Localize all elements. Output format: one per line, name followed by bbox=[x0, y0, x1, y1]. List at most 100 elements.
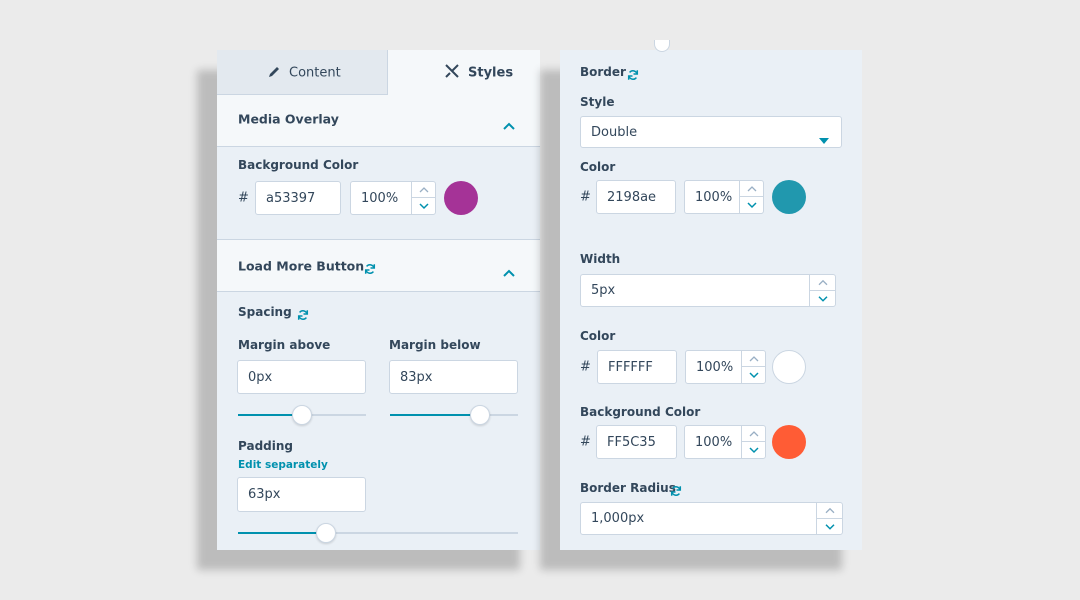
opacity-input[interactable]: 100% bbox=[685, 350, 766, 384]
up-glyph bbox=[747, 186, 757, 192]
down-glyph bbox=[825, 523, 835, 530]
step-up[interactable] bbox=[412, 182, 435, 198]
step-down[interactable] bbox=[817, 519, 842, 535]
color-swatch[interactable] bbox=[772, 350, 806, 384]
opacity-input[interactable]: 100% bbox=[350, 181, 436, 215]
slider-knob[interactable] bbox=[470, 405, 490, 425]
group-title: Spacing bbox=[238, 305, 292, 319]
styles-icon-glyph bbox=[445, 64, 459, 78]
hash-prefix: # bbox=[580, 189, 591, 205]
pencil-icon-glyph bbox=[269, 67, 279, 77]
field-label: Color bbox=[580, 160, 616, 174]
input-value: 0px bbox=[248, 369, 273, 385]
section-header[interactable] bbox=[217, 239, 540, 292]
drag-handle[interactable] bbox=[654, 40, 670, 52]
step-down[interactable] bbox=[740, 197, 763, 213]
refresh-icon-glyph bbox=[627, 70, 639, 80]
hash-prefix: # bbox=[580, 359, 591, 375]
input-value: 100% bbox=[361, 190, 399, 206]
collapse-chevron-glyph bbox=[503, 122, 515, 130]
section-title: Media Overlay bbox=[238, 111, 339, 127]
refresh-icon-glyph bbox=[670, 486, 682, 496]
step-up[interactable] bbox=[742, 351, 765, 367]
hex-input[interactable]: a53397 bbox=[255, 181, 341, 215]
dropdown-caret[interactable] bbox=[819, 129, 829, 144]
down-glyph bbox=[419, 203, 429, 210]
input-value: 83px bbox=[400, 369, 433, 385]
edit-link[interactable]: Edit separately bbox=[238, 459, 328, 471]
down-glyph bbox=[749, 372, 759, 379]
stepper[interactable] bbox=[739, 181, 763, 213]
input-value: 100% bbox=[695, 434, 733, 450]
stepper[interactable] bbox=[809, 275, 835, 306]
field-label: Background Color bbox=[238, 158, 359, 172]
refresh-icon[interactable] bbox=[670, 482, 682, 496]
hash-prefix: # bbox=[580, 434, 591, 450]
slider-track[interactable] bbox=[238, 532, 518, 534]
tab-content[interactable] bbox=[217, 50, 388, 95]
slider-fill bbox=[238, 532, 326, 534]
input-value: 100% bbox=[696, 359, 734, 375]
tab-styles[interactable] bbox=[388, 50, 540, 95]
stepper[interactable] bbox=[741, 426, 765, 458]
step-down[interactable] bbox=[810, 291, 835, 307]
input-value: 63px bbox=[248, 487, 281, 502]
hex-input[interactable]: FF5C35 bbox=[596, 425, 677, 459]
color-swatch[interactable] bbox=[772, 180, 806, 214]
refresh-icon-glyph bbox=[297, 310, 309, 320]
input-value: 100% bbox=[695, 189, 733, 205]
up-glyph bbox=[818, 279, 828, 286]
hex-input[interactable]: 2198ae bbox=[596, 180, 676, 214]
input-value: a53397 bbox=[266, 190, 316, 206]
text-input[interactable]: 83px bbox=[389, 360, 518, 394]
collapse-chevron[interactable] bbox=[503, 262, 515, 277]
number-input[interactable]: 5px bbox=[580, 274, 836, 307]
input-value: 1,000px bbox=[591, 511, 645, 526]
opacity-input[interactable]: 100% bbox=[684, 180, 764, 214]
group-title: Border bbox=[580, 65, 626, 79]
input-value: Double bbox=[591, 124, 638, 140]
field-label: Margin above bbox=[238, 338, 331, 352]
step-up[interactable] bbox=[817, 503, 842, 519]
step-down[interactable] bbox=[742, 442, 765, 458]
refresh-icon[interactable] bbox=[297, 306, 309, 320]
up-glyph bbox=[419, 187, 429, 193]
step-up[interactable] bbox=[742, 426, 765, 442]
down-glyph bbox=[818, 295, 828, 302]
tab-label: Content bbox=[289, 65, 341, 81]
refresh-icon-glyph bbox=[364, 264, 376, 274]
stepper[interactable] bbox=[741, 351, 765, 383]
slider-knob[interactable] bbox=[316, 523, 336, 543]
field-label: Style bbox=[580, 95, 615, 109]
field-label: Padding bbox=[238, 439, 293, 453]
select-input[interactable]: Double bbox=[580, 116, 842, 148]
section-header[interactable] bbox=[217, 95, 540, 147]
pencil-icon bbox=[267, 64, 281, 78]
text-input[interactable]: 0px bbox=[237, 360, 366, 394]
stepper[interactable] bbox=[411, 182, 435, 214]
color-swatch[interactable] bbox=[772, 425, 806, 459]
dropdown-caret-glyph bbox=[819, 138, 829, 144]
field-label: Color bbox=[580, 329, 616, 343]
refresh-icon[interactable] bbox=[627, 66, 639, 80]
step-down[interactable] bbox=[412, 198, 435, 214]
slider-fill bbox=[390, 414, 480, 416]
styles-icon bbox=[444, 63, 460, 79]
opacity-input[interactable]: 100% bbox=[684, 425, 766, 459]
hex-input[interactable]: FFFFFF bbox=[597, 350, 677, 384]
slider-knob[interactable] bbox=[292, 405, 312, 425]
stepper[interactable] bbox=[816, 503, 842, 534]
collapse-chevron[interactable] bbox=[503, 115, 515, 130]
input-value: 5px bbox=[591, 283, 616, 298]
collapse-chevron-glyph bbox=[503, 269, 515, 277]
field-label: Width bbox=[580, 252, 621, 266]
step-up[interactable] bbox=[810, 275, 835, 291]
text-input[interactable]: 63px bbox=[237, 477, 366, 512]
down-glyph bbox=[747, 202, 757, 209]
number-input[interactable]: 1,000px bbox=[580, 502, 843, 535]
step-down[interactable] bbox=[742, 367, 765, 383]
step-up[interactable] bbox=[740, 181, 763, 197]
input-value: FFFFFF bbox=[608, 359, 653, 375]
color-swatch[interactable] bbox=[444, 181, 478, 215]
refresh-icon[interactable] bbox=[364, 260, 376, 274]
